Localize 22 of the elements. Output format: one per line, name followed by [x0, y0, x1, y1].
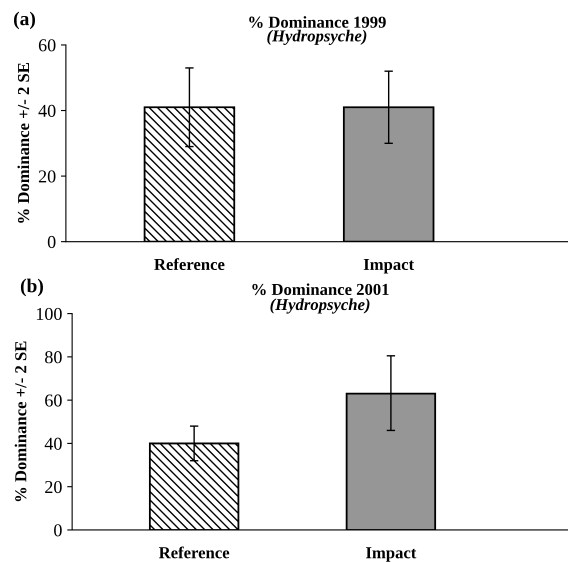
chart-title: % Dominance 1999: [249, 16, 386, 28]
y-tick-label: 20: [38, 170, 56, 183]
y-tick-label: 100: [36, 308, 62, 320]
y-tick-label: 20: [45, 480, 62, 494]
chart-subtitle: (Hydropsyche): [270, 298, 370, 314]
y-axis-title: % Dominance +/- 2 SE: [17, 63, 30, 223]
chart-subtitle: (Hydropsyche): [267, 30, 366, 45]
x-tick-label: Reference: [154, 258, 224, 270]
y-tick-label: 60: [45, 394, 62, 407]
y-tick-label: 40: [44, 438, 62, 450]
x-tick-label: Reference: [158, 546, 230, 558]
y-tick-label: 0: [54, 524, 62, 536]
text: (b): [20, 278, 43, 296]
y-tick-label: 80: [45, 351, 62, 364]
y-tick-label: 40: [38, 104, 56, 117]
y-axis-title: % Dominance +/- 2 SE: [14, 341, 26, 502]
text: (a): [14, 12, 35, 30]
y-tick-label: 60: [38, 39, 56, 52]
y-tick-label: 0: [48, 236, 56, 248]
x-tick-label: Impact: [366, 547, 416, 562]
x-tick-label: Impact: [364, 258, 414, 274]
chart-title: % Dominance 2001: [252, 283, 389, 296]
